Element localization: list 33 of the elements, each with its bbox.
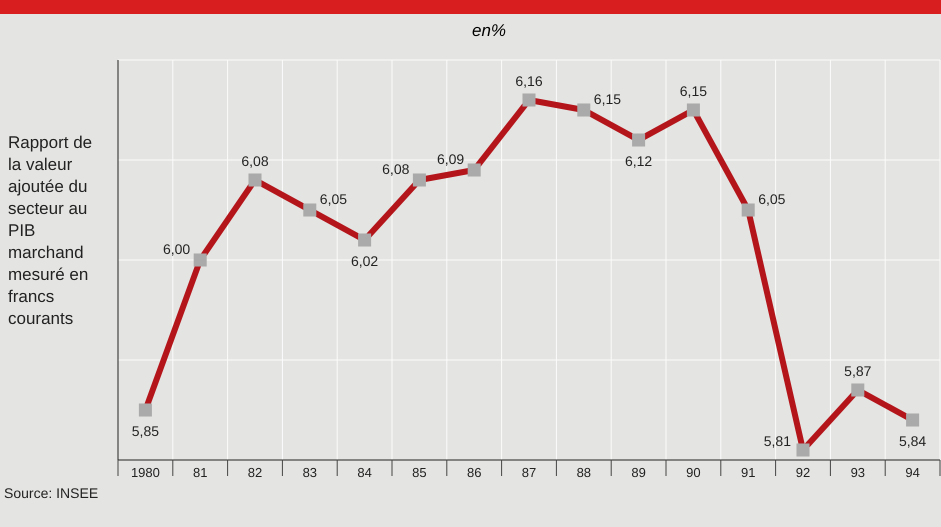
x-tick-label: 85 xyxy=(412,465,427,480)
data-label: 6,16 xyxy=(515,73,543,89)
data-label: 6,08 xyxy=(241,153,269,169)
x-tick-label: 89 xyxy=(631,465,646,480)
x-tick-label: 91 xyxy=(740,465,756,480)
data-label: 6,15 xyxy=(594,91,622,107)
x-tick-label: 93 xyxy=(850,465,866,480)
data-label: 6,02 xyxy=(350,253,378,269)
data-label: 6,09 xyxy=(436,151,464,167)
x-tick-label: 82 xyxy=(248,465,262,480)
x-tick-label: 90 xyxy=(686,465,701,480)
text: Rapport de la valeur ajoutée du secteur au PIB marchand mesuré en francs courants xyxy=(8,133,92,328)
data-label: 6,00 xyxy=(162,241,190,257)
data-label: 6,15 xyxy=(680,83,708,99)
x-tick-label: 83 xyxy=(302,465,318,480)
data-label: 5,87 xyxy=(844,363,872,379)
x-tick-label: 87 xyxy=(522,465,536,480)
data-label: 6,05 xyxy=(758,191,786,207)
x-tick-label: 84 xyxy=(357,465,372,480)
x-tick-label: 86 xyxy=(466,465,482,480)
data-label: 6,12 xyxy=(624,153,652,169)
x-tick-label: 81 xyxy=(192,465,208,480)
x-tick-label: 94 xyxy=(905,465,920,480)
x-tick-label: 92 xyxy=(796,465,810,480)
data-label: 5,84 xyxy=(898,433,926,449)
x-tick-label: 88 xyxy=(576,465,592,480)
data-label: 6,08 xyxy=(382,161,410,177)
data-label: 5,81 xyxy=(764,433,792,449)
data-label: 5,85 xyxy=(132,423,160,439)
chart-subtitle: en% xyxy=(472,21,506,40)
data-label: 6,05 xyxy=(320,191,348,207)
x-tick-label: 1980 xyxy=(130,465,160,480)
source-note: Source: INSEE xyxy=(4,485,98,501)
